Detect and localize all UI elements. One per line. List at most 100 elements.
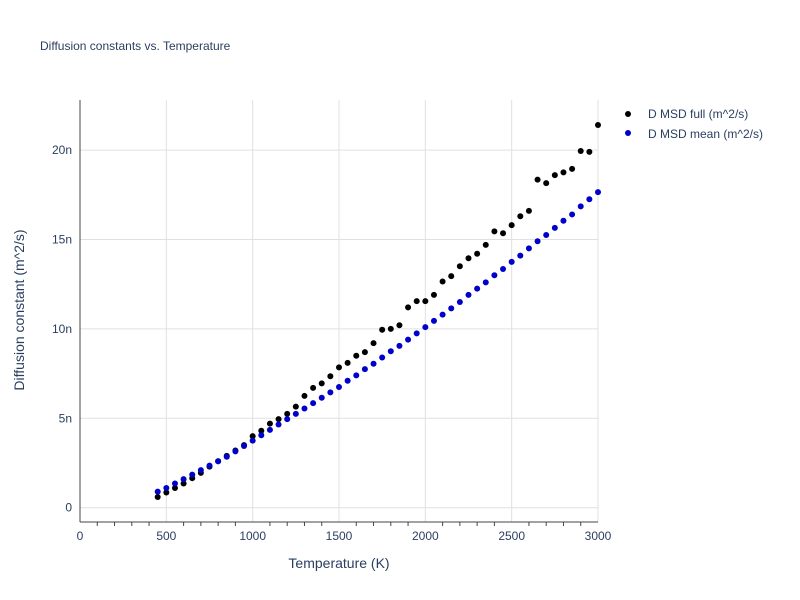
y-tick-label: 5n [59,411,72,425]
point-d-msd-mean [560,217,567,224]
point-d-msd-mean [439,311,446,318]
point-d-msd-mean [456,299,463,306]
point-d-msd-full [560,169,567,176]
point-d-msd-mean [491,272,498,279]
point-d-msd-mean [482,279,489,286]
point-d-msd-full [353,352,360,359]
data-points [154,122,601,500]
point-d-msd-mean [336,383,342,390]
point-d-msd-full [387,325,394,332]
x-tick-label: 1000 [239,529,266,543]
point-d-msd-full [525,207,532,214]
point-d-msd-mean [577,203,584,210]
point-d-msd-full [491,228,498,235]
x-tick-label: 2500 [498,529,525,543]
point-d-msd-full [370,340,377,347]
point-d-msd-mean [180,476,187,483]
point-d-msd-full [439,278,446,285]
x-tick-label: 0 [77,529,84,543]
point-d-msd-full [474,250,481,257]
point-d-msd-mean [327,389,334,396]
point-d-msd-mean [223,453,230,460]
point-d-msd-full [301,392,308,399]
legend-label-mean[interactable]: D MSD mean (m^2/s) [648,127,763,141]
point-d-msd-mean [318,394,325,401]
point-d-msd-full [500,230,507,237]
point-d-msd-mean [310,400,317,407]
y-tick-label: 10n [52,322,72,336]
chart-title: Diffusion constants vs. Temperature [40,39,231,53]
point-d-msd-mean [232,448,239,455]
point-d-msd-mean [379,354,386,361]
point-d-msd-mean [396,342,403,349]
x-tick-label: 500 [156,529,176,543]
point-d-msd-mean [551,224,558,231]
point-d-msd-mean [154,488,161,495]
point-d-msd-mean [189,471,196,478]
point-d-msd-full [517,213,524,220]
point-d-msd-full [180,480,187,487]
y-axis-title: Diffusion constant (m^2/s) [11,229,27,390]
legend-label-full[interactable]: D MSD full (m^2/s) [648,107,748,121]
point-d-msd-full [465,255,472,262]
point-d-msd-mean [595,189,601,196]
point-d-msd-mean [292,410,299,417]
point-d-msd-full [249,433,256,440]
x-axis-title: Temperature (K) [288,555,389,571]
x-tick-label: 1500 [326,529,353,543]
y-tick-label: 0 [65,501,72,515]
point-d-msd-full [275,416,282,423]
point-d-msd-full [266,420,273,427]
point-d-msd-full [154,493,161,500]
point-d-msd-full [413,298,420,305]
legend[interactable]: D MSD full (m^2/s) D MSD mean (m^2/s) [625,107,763,141]
point-d-msd-full [336,364,342,371]
point-d-msd-mean [405,336,412,343]
point-d-msd-full [595,122,601,129]
point-d-msd-full [577,147,584,154]
point-d-msd-mean [215,458,222,465]
point-d-msd-full [586,148,593,155]
point-d-msd-mean [361,366,368,373]
point-d-msd-mean [422,324,429,331]
point-d-msd-full [396,322,403,329]
point-d-msd-full [430,291,437,298]
y-tick-label: 15n [52,232,72,246]
point-d-msd-mean [275,421,282,428]
x-tick-label: 2000 [412,529,439,543]
point-d-msd-full [569,165,576,172]
point-d-msd-mean [301,405,308,412]
point-d-msd-mean [586,196,593,203]
point-d-msd-mean [344,377,351,384]
point-d-msd-full [344,359,351,366]
point-d-msd-full [292,403,299,410]
axes [79,100,598,526]
point-d-msd-mean [249,437,256,444]
point-d-msd-full [284,410,291,417]
point-d-msd-mean [387,348,394,355]
point-d-msd-full [405,304,412,311]
point-d-msd-mean [258,432,265,439]
point-d-msd-full [551,172,558,179]
point-d-msd-mean [508,258,515,265]
point-d-msd-full [422,298,429,305]
point-d-msd-mean [266,426,273,433]
point-d-msd-mean [534,238,541,245]
point-d-msd-mean [413,330,420,337]
point-d-msd-full [482,241,489,248]
y-axis-ticks: 0 5n 10n 15n 20n [52,143,72,515]
point-d-msd-full [310,384,317,391]
point-d-msd-mean [543,232,550,239]
point-d-msd-mean [500,265,507,272]
point-d-msd-mean [569,211,576,218]
point-d-msd-full [163,489,170,496]
point-d-msd-mean [517,252,524,259]
point-d-msd-mean [163,485,170,492]
point-d-msd-mean [206,462,213,469]
legend-marker-full [625,111,631,117]
point-d-msd-mean [241,443,248,450]
y-tick-label: 20n [52,143,72,157]
point-d-msd-mean [525,245,532,252]
gridlines [80,100,599,522]
